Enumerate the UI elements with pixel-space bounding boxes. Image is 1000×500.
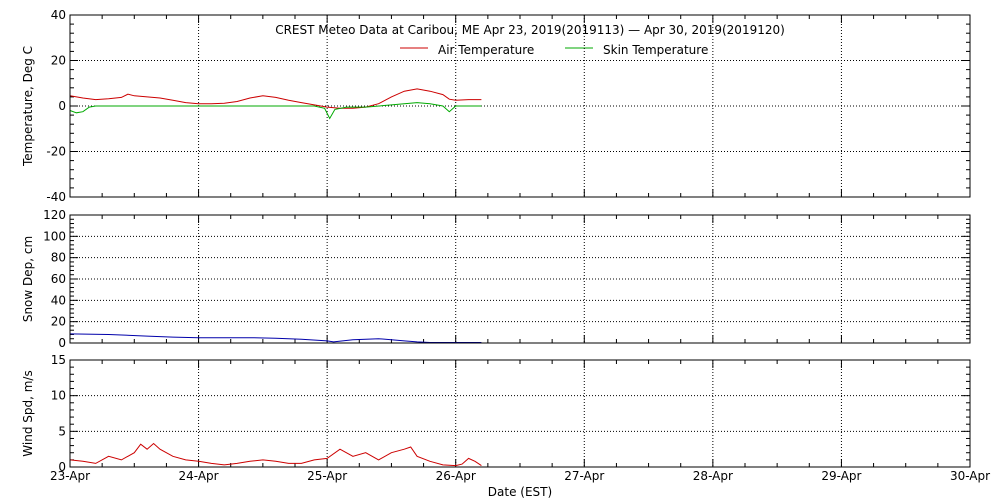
chart-title: CREST Meteo Data at Caribou, ME Apr 23, … xyxy=(275,23,785,37)
y-axis-label: Snow Dep, cm xyxy=(21,236,35,322)
y-tick-label: 100 xyxy=(43,229,66,243)
y-axis-label: Temperature, Deg C xyxy=(21,46,35,167)
y-tick-label: 120 xyxy=(43,208,66,222)
legend-label: Air Temperature xyxy=(438,43,534,57)
x-axis-label: Date (EST) xyxy=(488,485,552,499)
x-tick-label: 25-Apr xyxy=(307,469,347,483)
panel-frame xyxy=(69,214,971,344)
series-line xyxy=(69,102,482,120)
series-line xyxy=(69,333,482,343)
legend: Air Temperature Skin Temperature xyxy=(400,43,708,57)
legend-label: Skin Temperature xyxy=(603,43,708,57)
y-tick-label: 0 xyxy=(58,460,66,474)
y-tick-label: 10 xyxy=(51,389,66,403)
panel-3: 15 10 5 0 Wind Spd, m/s xyxy=(21,353,971,474)
x-tick-label: 28-Apr xyxy=(693,469,733,483)
y-tick-label: -40 xyxy=(46,190,66,204)
x-tick-label: 27-Apr xyxy=(564,469,604,483)
y-tick-label: 15 xyxy=(51,353,66,367)
y-tick-label: 40 xyxy=(51,293,66,307)
x-tick-label: 30-Apr xyxy=(950,469,990,483)
panel-1: 40 20 0 -20 -40 Temperature, Deg C xyxy=(21,8,971,204)
x-tick-label: 24-Apr xyxy=(179,469,219,483)
series-line xyxy=(69,88,482,109)
x-tick-label: 23-Apr xyxy=(50,469,90,483)
panel-frame xyxy=(69,359,971,468)
panel-2: 120 100 80 60 40 20 0 Snow Dep, cm xyxy=(21,208,971,350)
x-tick-label: 29-Apr xyxy=(821,469,861,483)
y-tick-label: 0 xyxy=(58,336,66,350)
y-tick-label: 40 xyxy=(51,8,66,22)
series-line xyxy=(69,442,482,467)
x-tick-label: 26-Apr xyxy=(436,469,476,483)
y-tick-label: 20 xyxy=(51,54,66,68)
y-tick-label: 60 xyxy=(51,272,66,286)
y-tick-label: 0 xyxy=(58,99,66,113)
panel-frame xyxy=(69,14,971,198)
y-tick-label: 20 xyxy=(51,315,66,329)
y-tick-label: 5 xyxy=(58,424,66,438)
y-tick-label: -20 xyxy=(46,145,66,159)
y-tick-label: 80 xyxy=(51,251,66,265)
y-axis-label: Wind Spd, m/s xyxy=(21,370,35,456)
